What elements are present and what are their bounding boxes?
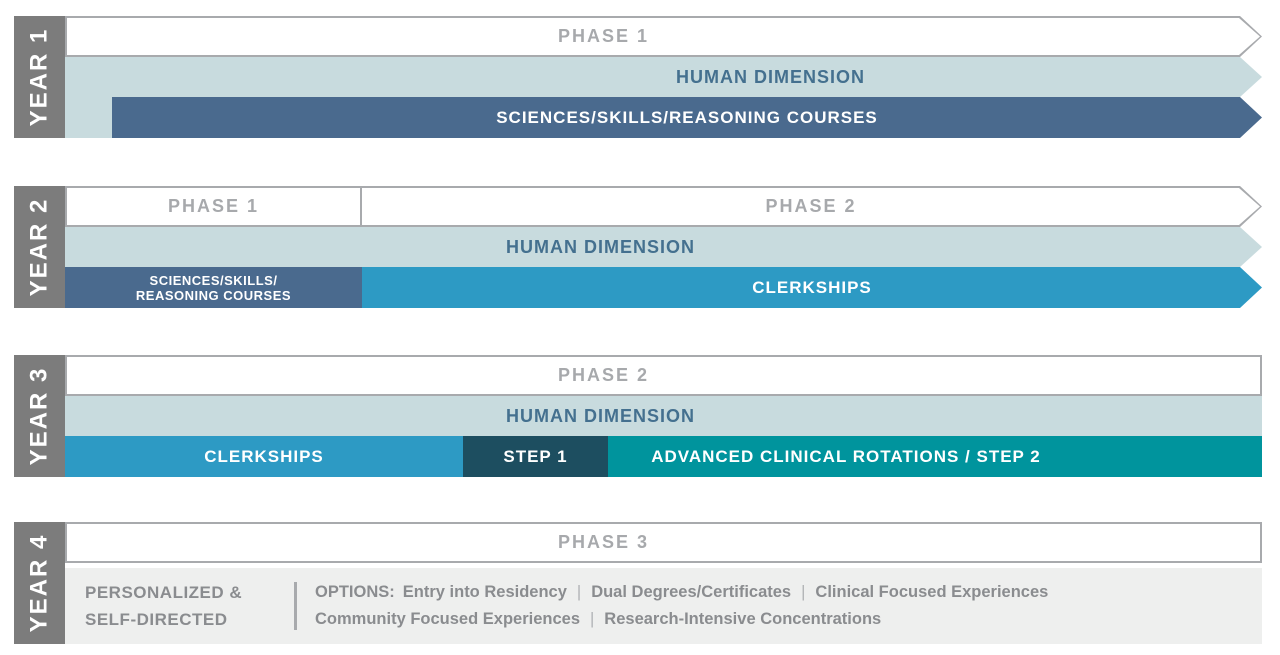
year-2-phase-2-label: PHASE 2 (765, 196, 857, 216)
options-title: OPTIONS: (315, 583, 395, 601)
option-dual-degrees: Dual Degrees/Certificates (591, 583, 792, 601)
options-line1: OPTIONS: Entry into Residency | Dual Degree… (315, 579, 1048, 606)
year-2-phase-1-label: PHASE 1 (167, 196, 260, 216)
personalized-line1: PERSONALIZED & (85, 583, 243, 602)
year-4-phase-3-label: PHASE 3 (557, 532, 650, 552)
year-2-human-dimension-label: HUMAN DIMENSION (506, 236, 695, 257)
personalized-line2: SELF-DIRECTED (85, 610, 228, 629)
year-1-phase-1-label: PHASE 1 (557, 26, 650, 46)
year-2-label: YEAR 2 (25, 197, 53, 297)
year-1-sciences-courses-label: SCIENCES/SKILLS/REASONING COURSES (496, 107, 878, 127)
options-line2: Community Focused Experiences | Research-I… (315, 606, 1048, 633)
year-3-human-dimension-label: HUMAN DIMENSION (506, 405, 695, 426)
year-3-phase-2-bar: PHASE 2 (65, 355, 1262, 396)
year-3-block: YEAR 3 PHASE 2 HUMAN DIMENSION CLERKSHIP… (14, 355, 1262, 477)
option-separator: | (590, 610, 595, 628)
year-1-phase-1-bar: PHASE 1 (65, 16, 1262, 57)
year-3-label: YEAR 3 (25, 366, 53, 466)
option-community-focused: Community Focused Experiences (315, 610, 580, 628)
year-2-clerkships-bar: CLERKSHIPS (362, 267, 1262, 308)
year-1-label: YEAR 1 (25, 27, 53, 127)
option-clinical-focused: Clinical Focused Experiences (815, 583, 1049, 601)
year-2-block: YEAR 2 PHASE 1 PHASE 2 HUMAN DIMENSION (14, 186, 1262, 308)
year-4-options-panel: PERSONALIZED & SELF-DIRECTED OPTIONS: Ent… (65, 568, 1262, 644)
year-2-phase-2-bar: PHASE 2 (360, 186, 1262, 227)
option-separator: | (576, 583, 582, 601)
year-2-sciences-courses-line2: REASONING COURSES (135, 287, 292, 303)
option-research-intensive: Research-Intensive Concentrations (604, 610, 882, 628)
year-1-block: YEAR 1 PHASE 1 HUMAN DIMENSION SCIENCES/… (14, 16, 1262, 138)
year-2-clerkships-label: CLERKSHIPS (752, 277, 872, 297)
year-1-human-dimension-label: HUMAN DIMENSION (676, 66, 865, 87)
option-separator: | (801, 583, 806, 601)
year-3-advanced-rotations-bar: ADVANCED CLINICAL ROTATIONS / STEP 2 (608, 436, 1262, 477)
personalized-self-directed-label: PERSONALIZED & SELF-DIRECTED (65, 579, 294, 633)
year-3-advanced-rotations-label: ADVANCED CLINICAL ROTATIONS / STEP 2 (651, 446, 1041, 466)
year-3-human-dimension-bar: HUMAN DIMENSION (65, 396, 1262, 436)
options-text: OPTIONS: Entry into Residency | Dual Degree… (297, 579, 1048, 633)
year-2-tab: YEAR 2 (14, 186, 65, 308)
year-3-step-1-bar: STEP 1 (463, 436, 608, 477)
year-2-sciences-courses-line1: SCIENCES/SKILLS/ (149, 272, 278, 288)
year-2-human-dimension-bar: HUMAN DIMENSION (65, 227, 1262, 267)
vertical-divider (294, 582, 297, 630)
year-1-tab: YEAR 1 (14, 16, 65, 138)
year-4-label: YEAR 4 (25, 533, 53, 633)
year-4-phase-3-bar: PHASE 3 (65, 522, 1262, 563)
year-4-tab: YEAR 4 (14, 522, 65, 644)
year-3-tab: YEAR 3 (14, 355, 65, 477)
year-1-human-dimension-bar: HUMAN DIMENSION (65, 57, 1262, 97)
year-1-human-dimension-extension (65, 97, 112, 138)
year-3-clerkships-label: CLERKSHIPS (204, 446, 324, 466)
year-3-step-1-label: STEP 1 (503, 446, 568, 466)
year-4-block: YEAR 4 PHASE 3 PERSONALIZED & SELF-DIREC… (14, 522, 1262, 644)
year-3-phase-2-label: PHASE 2 (557, 365, 650, 385)
year-1-sciences-courses-bar: SCIENCES/SKILLS/REASONING COURSES (112, 97, 1262, 138)
year-2-sciences-courses-bar: SCIENCES/SKILLS/ REASONING COURSES (65, 267, 362, 308)
option-entry-residency: Entry into Residency (402, 583, 567, 601)
year-3-clerkships-bar: CLERKSHIPS (65, 436, 463, 477)
year-2-phase-1-bar: PHASE 1 (65, 186, 362, 227)
